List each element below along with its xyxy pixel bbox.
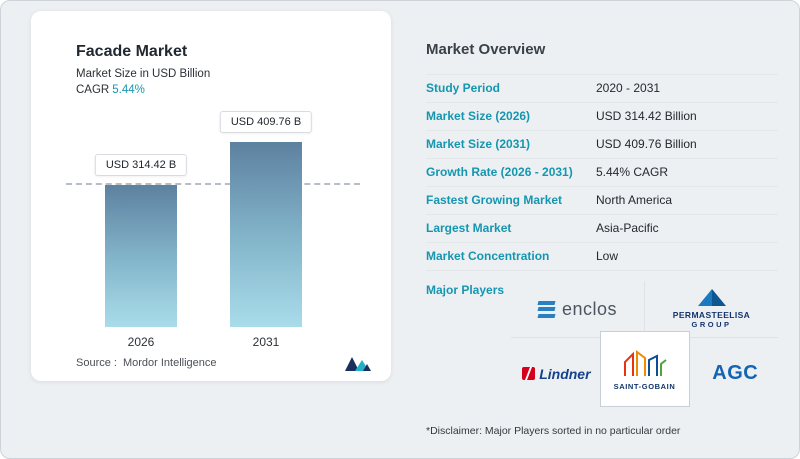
permasteelisa-group-label: GROUP <box>691 320 732 329</box>
cagr-label: CAGR <box>76 84 110 96</box>
overview-table: Study Period 2020 - 2031 Market Size (20… <box>426 74 778 271</box>
chart-subtitle: Market Size in USD Billion <box>76 68 211 80</box>
enclos-label: enclos <box>561 298 618 319</box>
enclos-logo: enclos <box>511 281 644 337</box>
table-row-growth-rate: Growth Rate (2026 - 2031) 5.44% CAGR <box>426 159 778 187</box>
table-row-market-size-2031: Market Size (2031) USD 409.76 Billion <box>426 131 778 159</box>
market-chart-card: Facade Market Market Size in USD Billion… <box>31 11 391 381</box>
reference-line <box>66 183 360 185</box>
agc-label: AGC <box>712 362 759 384</box>
major-players-label: Major Players <box>426 283 505 297</box>
row-label: Study Period <box>426 81 501 95</box>
source-label: Source : <box>76 356 117 369</box>
saint-gobain-house-icon <box>623 349 667 376</box>
overview-title: Market Overview <box>426 41 546 58</box>
mordor-intelligence-logo-icon <box>345 357 371 371</box>
x-axis-labels: 2026 2031 <box>76 327 346 353</box>
permasteelisa-label: PERMASTEELISA <box>672 310 751 320</box>
bar-2031 <box>230 142 302 327</box>
row-value: USD 314.42 Billion <box>596 109 697 123</box>
cagr-line: CAGR 5.44% <box>76 84 346 96</box>
lindner-logo: Lindner <box>511 338 602 409</box>
row-value: Asia-Pacific <box>596 221 659 235</box>
row-value: USD 409.76 Billion <box>596 137 697 151</box>
bar-chart: USD 314.42 B USD 409.76 B <box>66 111 360 327</box>
table-row-market-size-2026: Market Size (2026) USD 314.42 Billion <box>426 103 778 131</box>
permasteelisa-logo: PERMASTEELISA GROUP <box>644 281 778 337</box>
chart-title: Facade Market <box>76 43 188 60</box>
saint-gobain-label: SAINT-GOBAIN <box>613 381 676 391</box>
row-label: Fastest Growing Market <box>426 193 563 207</box>
row-value: North America <box>596 193 673 207</box>
axis-label-2026: 2026 <box>127 335 155 349</box>
row-label: Market Size (2026) <box>426 109 531 123</box>
major-players-section: Major Players enclos <box>426 281 778 409</box>
source-value: Mordor Intelligence <box>122 356 217 369</box>
permasteelisa-triangle-icon <box>697 289 726 306</box>
lindner-icon <box>522 367 536 380</box>
saint-gobain-logo: SAINT-GOBAIN <box>599 331 690 407</box>
bar-value-label-2031: USD 409.76 B <box>219 111 313 133</box>
row-label: Market Size (2031) <box>426 137 531 151</box>
row-label: Largest Market <box>426 221 512 235</box>
players-logo-grid: enclos PERMASTEELISA GROUP <box>511 281 778 409</box>
agc-logo: AGC <box>693 338 778 409</box>
lindner-label: Lindner <box>539 365 591 382</box>
market-overview-panel: Market Overview Study Period 2020 - 2031… <box>426 41 778 437</box>
table-row-largest-market: Largest Market Asia-Pacific <box>426 215 778 243</box>
enclos-icon <box>537 298 556 320</box>
table-row-market-concentration: Market Concentration Low <box>426 243 778 271</box>
row-label: Market Concentration <box>426 249 550 263</box>
cagr-value: 5.44% <box>112 84 145 96</box>
axis-label-2031: 2031 <box>252 335 280 349</box>
bar-value-label-2026: USD 314.42 B <box>94 154 188 176</box>
source-row: Source : Mordor Intelligence <box>76 354 373 371</box>
row-value: Low <box>596 249 619 263</box>
row-label: Growth Rate (2026 - 2031) <box>426 165 573 179</box>
disclaimer-text: *Disclaimer: Major Players sorted in no … <box>426 425 681 437</box>
row-value: 2020 - 2031 <box>596 81 661 95</box>
table-row-fastest-growing-market: Fastest Growing Market North America <box>426 187 778 215</box>
bar-2026 <box>105 185 177 327</box>
table-row-study-period: Study Period 2020 - 2031 <box>426 75 778 103</box>
row-value: 5.44% CAGR <box>596 165 669 179</box>
